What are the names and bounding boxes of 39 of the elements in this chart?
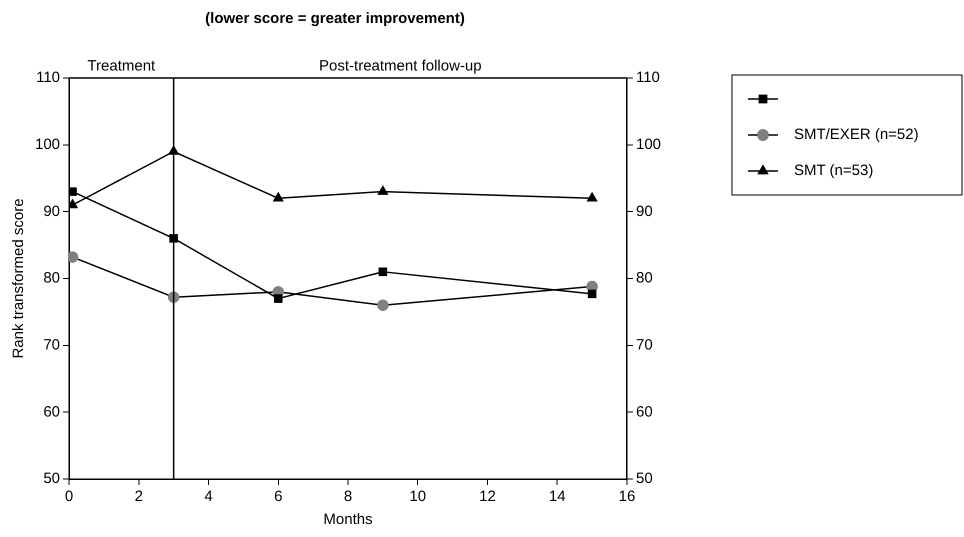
point	[377, 299, 389, 311]
x-tick-label: 6	[274, 488, 282, 506]
y-tick-label: 110	[36, 69, 60, 86]
y2-tick-label: 100	[636, 136, 662, 153]
x-tick-label: 12	[479, 488, 496, 506]
point	[69, 199, 78, 208]
x-tick-label: 8	[344, 488, 352, 506]
y2-tick-label: 110	[636, 69, 660, 86]
y-tick-label: 100	[34, 136, 60, 153]
y2-tick-label: 50	[636, 470, 653, 488]
legend-label: SMT (n=53)	[794, 162, 874, 180]
x-tick-label: 10	[409, 488, 426, 506]
x-axis-title: Months	[323, 511, 373, 528]
y-tick-label: 90	[43, 202, 60, 220]
point	[378, 268, 388, 276]
point	[273, 192, 284, 202]
y2-tick-label: 90	[636, 202, 653, 220]
y2-tick-label: 70	[636, 336, 653, 354]
legend-label: SMT/EXER (n=52)	[794, 126, 919, 144]
point	[69, 187, 77, 196]
x-tick-label: 0	[64, 488, 74, 506]
x-tick-label: 2	[134, 488, 143, 506]
x-tick-label: 4	[204, 488, 213, 506]
x-tick-label: 14	[548, 488, 566, 506]
point	[587, 192, 598, 202]
y-axis-title: Rank transformed score	[10, 198, 28, 359]
chart-title: (lower score = greater improvement)	[205, 10, 465, 28]
point	[378, 186, 388, 195]
y2-tick-label: 80	[636, 270, 653, 287]
text: Post-treatment follow-up	[319, 58, 482, 75]
point	[588, 290, 596, 298]
y-tick-label: 80	[43, 270, 60, 287]
y-tick-label: 60	[43, 403, 60, 420]
text: Treatment	[87, 58, 156, 75]
x-tick-label: 16	[618, 488, 636, 506]
y-tick-label: 70	[43, 336, 60, 354]
y2-tick-label: 60	[636, 403, 653, 420]
y-tick-label: 50	[43, 470, 60, 488]
point	[274, 294, 283, 303]
